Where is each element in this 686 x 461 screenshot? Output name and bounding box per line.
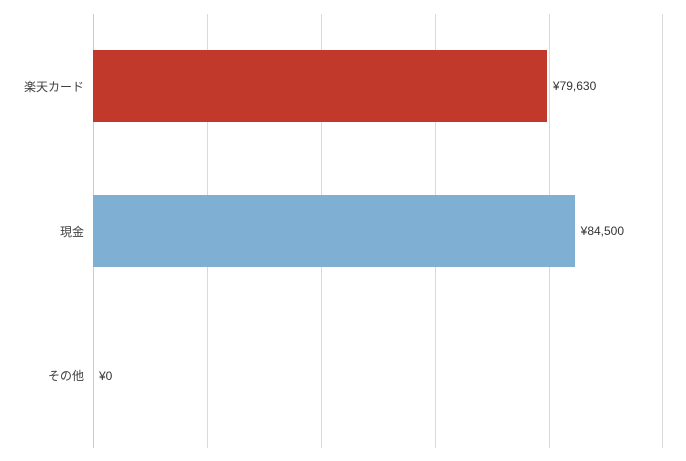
value-label: ¥84,500 (580, 224, 625, 238)
bar-row: 現金 ¥84,500 (0, 159, 663, 304)
bar-track: ¥84,500 (93, 159, 663, 304)
value-label: ¥79,630 (552, 79, 597, 94)
bar-track: ¥79,630 (93, 14, 663, 159)
bar-rows: 楽天カード ¥79,630 現金 ¥84,500 その他 ¥0 (0, 14, 663, 448)
bar-row: その他 ¥0 (0, 303, 663, 448)
category-label: 現金 (59, 224, 84, 239)
category-label: その他 (47, 369, 84, 384)
bar (93, 50, 547, 123)
value-label: ¥0 (99, 368, 113, 383)
bar-track: ¥0 (93, 303, 663, 448)
bar (93, 195, 575, 267)
bar-row: 楽天カード ¥79,630 (0, 14, 663, 159)
gridline (662, 14, 663, 448)
category-label: 楽天カード (23, 79, 84, 94)
